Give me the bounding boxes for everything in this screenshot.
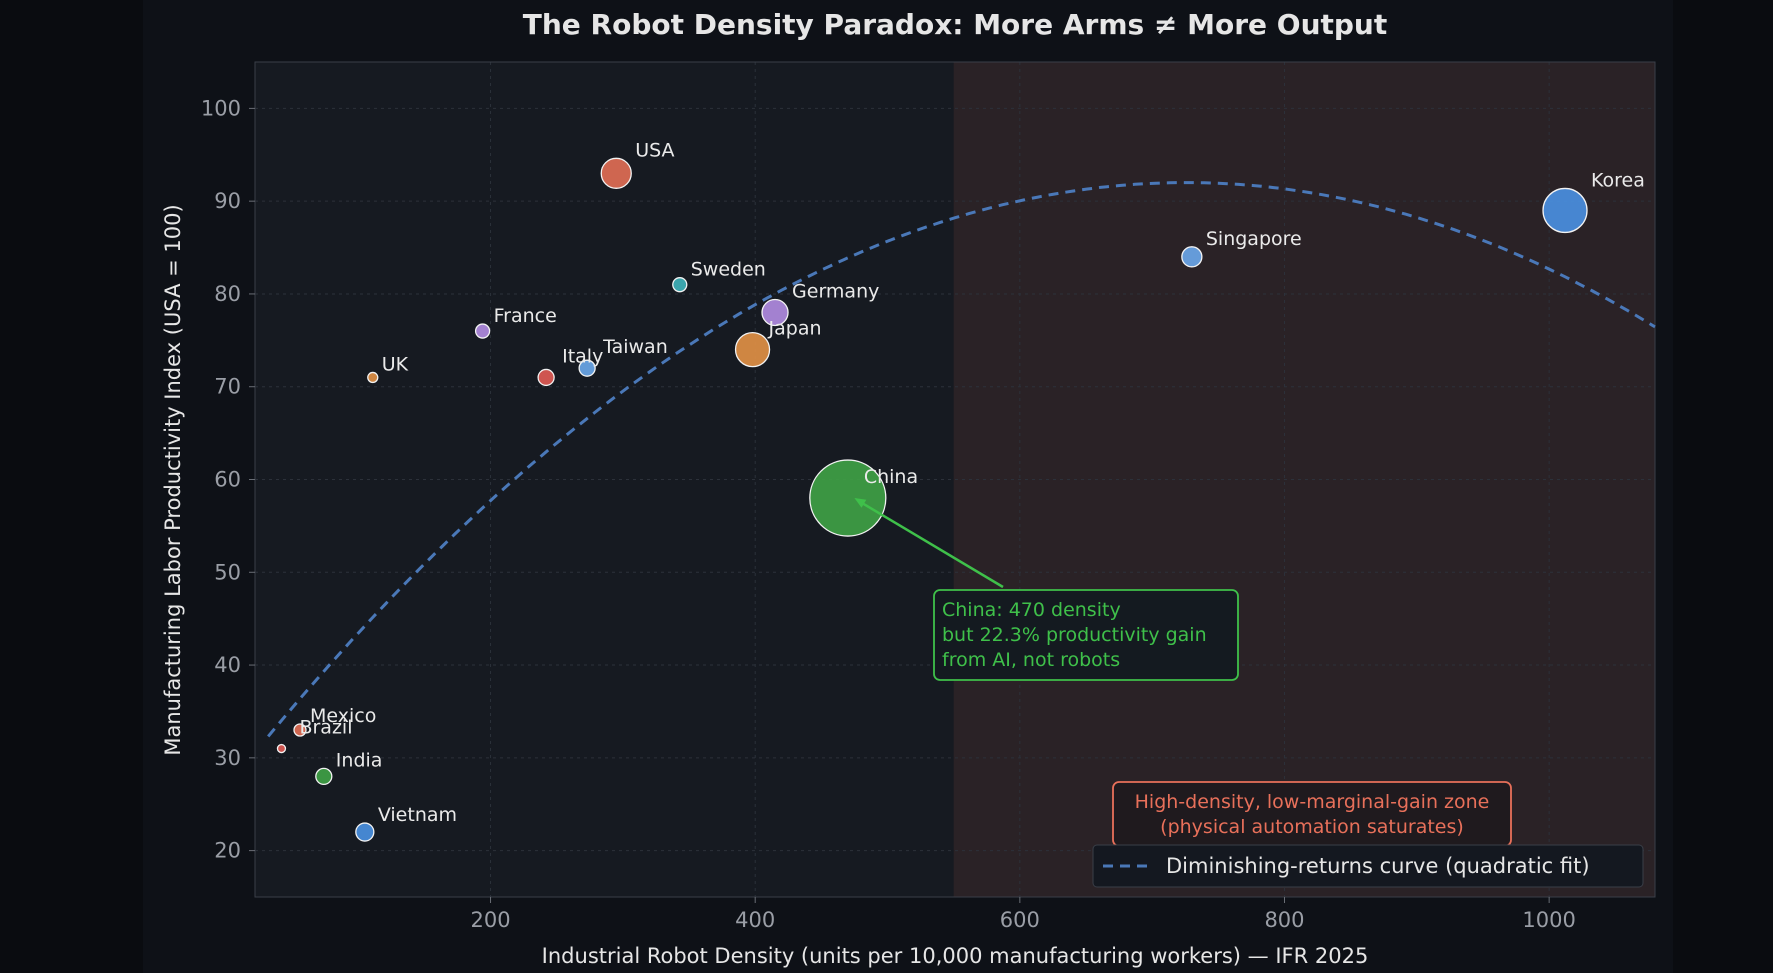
diminishing-returns-curve [267, 181, 1656, 738]
point-japan [734, 331, 771, 368]
y-tick-label: 80 [214, 282, 241, 306]
point-uk [367, 371, 379, 384]
point-label-brazil: Brazil [299, 717, 352, 739]
point-label-usa: USA [635, 139, 674, 161]
x-tick-label: 800 [1264, 908, 1304, 932]
point-label-singapore: Singapore [1206, 228, 1302, 250]
high-density-zone [953, 62, 1655, 897]
point-italy [537, 368, 555, 387]
point-label-vietnam: Vietnam [378, 804, 457, 826]
china-annotation-line: but 22.3% productivity gain [942, 624, 1207, 646]
y-axis-label: Manufacturing Labor Productivity Index (… [161, 204, 185, 755]
china-arrow [859, 500, 1004, 589]
y-tick-label: 30 [214, 746, 241, 770]
data-points: USA Korea Singapore Sweden Germany France Japa… [276, 139, 1645, 842]
point-label-uk: UK [382, 353, 409, 375]
y-tick-label: 40 [214, 653, 241, 677]
y-tick-label: 100 [201, 96, 241, 120]
chart-title: The Robot Density Paradox: More Arms ≠ M… [523, 8, 1388, 41]
point-india [315, 767, 333, 786]
zone-annotation-line: High-density, low-marginal-gain zone [1135, 791, 1490, 813]
point-label-japan: Japan [768, 318, 822, 340]
point-usa [600, 157, 632, 189]
point-germany [761, 298, 789, 327]
y-tick-label: 50 [214, 560, 241, 584]
y-tick-label: 60 [214, 468, 241, 492]
point-sweden [672, 277, 688, 293]
point-label-germany: Germany [792, 281, 879, 303]
point-label-sweden: Sweden [691, 259, 766, 281]
point-france [474, 323, 491, 339]
point-singapore [1181, 246, 1203, 268]
x-tick-label: 400 [735, 908, 775, 932]
point-brazil [276, 743, 287, 754]
point-label-china: China [864, 466, 918, 488]
point-taiwan [578, 359, 596, 377]
china-arrow-head [854, 498, 867, 508]
point-label-mexico: Mexico [310, 705, 376, 727]
x-tick-label: 200 [470, 908, 510, 932]
point-vietnam [355, 822, 375, 842]
axis-ticks: 200 400 600 800 1000 20 30 40 50 60 70 80 90 100 [201, 96, 1576, 932]
y-tick-label: 70 [214, 375, 241, 399]
legend: Diminishing-returns curve (quadratic fit… [1092, 844, 1644, 888]
annotations: China: 470 density but 22.3% productivity… [854, 498, 1512, 847]
point-china [809, 459, 887, 537]
legend-label: Diminishing-returns curve (quadratic fit… [1166, 854, 1590, 878]
point-label-taiwan: Taiwan [602, 336, 668, 358]
china-annotation-box [933, 589, 1239, 681]
point-mexico [293, 723, 307, 737]
x-tick-label: 1000 [1522, 908, 1575, 932]
point-label-france: France [494, 305, 557, 327]
x-tick-label: 600 [1000, 908, 1040, 932]
china-annotation-line: from AI, not robots [942, 649, 1120, 671]
china-annotation-line: China: 470 density [942, 599, 1121, 621]
y-tick-label: 90 [214, 189, 241, 213]
legend-box [1092, 844, 1644, 888]
y-tick-label: 20 [214, 839, 241, 863]
zone-annotation-line: (physical automation saturates) [1160, 816, 1464, 838]
point-label-india: India [336, 749, 383, 771]
point-label-italy: Italy [562, 345, 603, 367]
point-korea [1542, 187, 1588, 234]
point-label-korea: Korea [1591, 169, 1645, 191]
x-axis-label: Industrial Robot Density (units per 10,0… [542, 944, 1369, 968]
